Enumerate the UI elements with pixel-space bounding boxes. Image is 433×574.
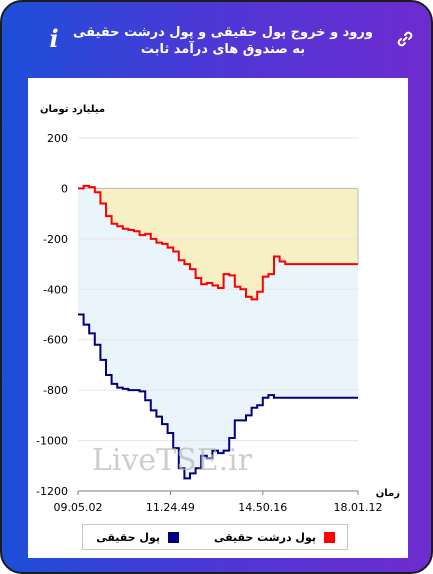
line-chart: 200 0 -200 -400 -600 -800 -1000 -1200 09.05.02 11… — [36, 104, 400, 514]
x-tick-label: 18.01.12 — [334, 501, 383, 514]
y-tick-label: -1000 — [36, 435, 68, 448]
card-title: ورود و خروج پول حقیقی و پول درشت حقیقی ب… — [73, 25, 373, 57]
y-tick-label: -1200 — [36, 485, 68, 498]
area-fill-lower — [78, 185, 358, 479]
area-fill-upper — [78, 185, 358, 300]
link-icon[interactable] — [395, 29, 415, 49]
legend-item-large-real-money[interactable]: پول درشت حقیقی — [214, 530, 335, 544]
chart-panel: 200 0 -200 -400 -600 -800 -1000 -1200 09.05.02 11… — [28, 78, 408, 558]
info-icon[interactable]: i — [49, 24, 59, 53]
y-tick-label: 200 — [47, 132, 68, 145]
legend-swatch-real-money — [168, 531, 179, 543]
y-tick-label: -800 — [43, 384, 68, 397]
y-tick-label: -200 — [43, 233, 68, 246]
card-header: ورود و خروج پول حقیقی و پول درشت حقیقی ب… — [2, 2, 431, 76]
legend-label-real-money: پول حقیقی — [96, 530, 160, 544]
legend-swatch-large-real-money — [324, 531, 335, 543]
y-axis-label: میلیارد تومان — [40, 104, 105, 115]
x-tick-label: 09.05.02 — [54, 501, 103, 514]
x-tick-label: 11.24.49 — [146, 501, 195, 514]
series-line-real-money — [78, 313, 358, 480]
legend-item-real-money[interactable]: پول حقیقی — [96, 530, 179, 544]
chart-legend: پول درشت حقیقی پول حقیقی — [82, 524, 348, 550]
watermark-text: LiveTSE.ir — [92, 443, 253, 478]
y-tick-label: -600 — [43, 334, 68, 347]
series-line-large-real-money — [78, 184, 358, 301]
y-tick-label: -400 — [43, 283, 68, 296]
legend-label-large-real-money: پول درشت حقیقی — [213, 530, 316, 544]
x-tick-label: 14.50.16 — [238, 501, 287, 514]
x-axis-label: زمان — [376, 488, 400, 499]
y-tick-label: 0 — [61, 182, 68, 195]
